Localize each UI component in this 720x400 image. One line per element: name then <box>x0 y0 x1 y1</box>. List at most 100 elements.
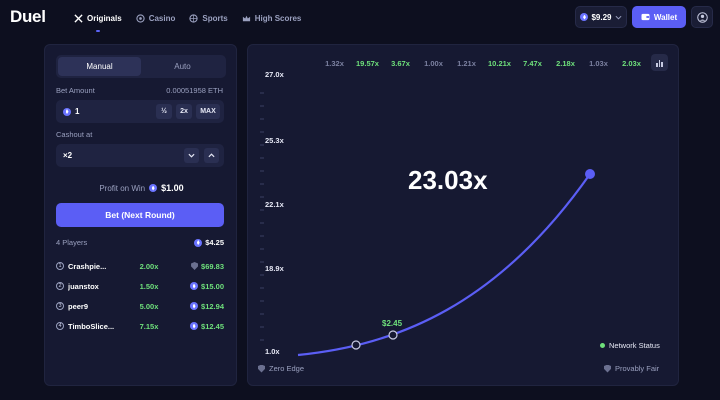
bet-panel: Manual Auto Bet Amount 0.00051958 ETH 1 … <box>44 44 237 386</box>
wallet-label: Wallet <box>653 12 678 22</box>
half-bet-button[interactable]: ½ <box>156 104 172 119</box>
balance-dropdown[interactable]: $9.29 <box>575 6 627 28</box>
brand-logo[interactable]: Duel <box>10 7 46 26</box>
player-win: $12.45 <box>174 322 224 331</box>
history-multiplier: 1.21x <box>457 59 476 68</box>
zero-edge-label: Zero Edge <box>269 364 305 373</box>
eth-icon <box>190 302 199 310</box>
user-menu-button[interactable] <box>691 6 713 28</box>
wallet-button[interactable]: Wallet <box>632 6 686 28</box>
eth-icon <box>63 107 71 116</box>
player-win-value: $12.94 <box>201 301 224 311</box>
multiplier-history: 1.32x 19.57x 3.67x 1.00x 1.21x 10.21x 7.47x 2.1… <box>318 59 648 68</box>
player-multiplier: 7.15x <box>139 321 159 331</box>
player-rank: 2 <box>56 282 64 290</box>
crown-icon <box>242 15 250 21</box>
history-multiplier: 1.03x <box>589 59 608 68</box>
shield-icon <box>191 262 199 270</box>
eth-icon <box>149 184 158 192</box>
player-rank: 1 <box>56 262 64 270</box>
bet-amount-eth: 0.00051958 ETH <box>166 86 223 95</box>
bet-button[interactable]: Bet (Next Round) <box>56 203 224 227</box>
history-multiplier: 7.47x <box>523 59 542 68</box>
player-name: Crashpie... <box>68 261 107 271</box>
bet-amount-input[interactable]: 1 <box>75 107 80 116</box>
network-status-label: Network Status <box>609 341 660 350</box>
y-tick-label: 18.9x <box>265 264 284 273</box>
profit-label: Profit on Win <box>99 183 146 193</box>
cashout-increase-button[interactable] <box>204 148 219 163</box>
player-win-value: $15.00 <box>201 281 224 291</box>
player-row[interactable]: 3 peer9 5.00x $12.94 <box>56 296 224 316</box>
history-multiplier: 2.03x <box>622 59 641 68</box>
profit-on-win: Profit on Win $1.00 <box>45 183 238 193</box>
cashout-input[interactable]: ×2 <box>63 151 73 160</box>
y-axis-ticks <box>260 92 264 341</box>
main-nav: Originals Casino Sports High Scores <box>74 12 302 32</box>
curve-head-dot <box>585 169 595 179</box>
y-tick-label: 22.1x <box>265 200 284 209</box>
player-row[interactable]: 1 Crashpie... 2.00x $69.83 <box>56 256 224 276</box>
nav-originals[interactable]: Originals <box>74 12 122 32</box>
y-tick-label: 27.0x <box>265 70 284 79</box>
bet-amount-field[interactable]: 1 ½ 2x MAX <box>56 100 224 123</box>
player-rank: 3 <box>56 302 64 310</box>
bet-amount-value-wrap: 1 <box>63 107 79 116</box>
player-multiplier: 1.50x <box>139 281 159 291</box>
players-total: $4.25 <box>194 238 224 247</box>
stats-button[interactable] <box>651 54 668 71</box>
player-name: juanstox <box>68 281 99 291</box>
history-multiplier: 2.18x <box>556 59 575 68</box>
player-row[interactable]: 4 TimboSlice... 7.15x $12.45 <box>56 316 224 336</box>
eth-icon <box>190 322 199 330</box>
nav-high-scores-label: High Scores <box>254 13 302 23</box>
double-bet-button[interactable]: 2x <box>176 104 192 119</box>
cashout-decrease-button[interactable] <box>184 148 199 163</box>
history-multiplier: 1.00x <box>424 59 443 68</box>
crash-curve-line <box>297 173 591 357</box>
cashout-marker <box>388 330 398 340</box>
nav-originals-label: Originals <box>87 13 122 23</box>
cashout-marker-label: $2.45 <box>382 319 403 328</box>
y-tick-label: 1.0x <box>265 347 280 356</box>
wallet-icon <box>641 13 650 21</box>
crash-curve-chart <box>260 92 595 357</box>
shield-icon <box>604 364 611 373</box>
nav-sports[interactable]: Sports <box>189 12 228 24</box>
player-name: TimboSlice... <box>68 321 115 331</box>
bar-chart-icon <box>656 63 658 67</box>
eth-icon <box>580 13 589 21</box>
player-win: $12.94 <box>174 302 224 311</box>
nav-casino[interactable]: Casino <box>136 12 176 24</box>
crossed-swords-icon <box>74 13 83 23</box>
tab-manual[interactable]: Manual <box>58 57 141 76</box>
cashout-field[interactable]: ×2 <box>56 144 224 167</box>
max-bet-button[interactable]: MAX <box>196 104 220 119</box>
nav-high-scores[interactable]: High Scores <box>242 12 302 24</box>
player-win: $15.00 <box>174 282 224 291</box>
bet-amount-label: Bet Amount <box>56 86 95 95</box>
player-list: 1 Crashpie... 2.00x $69.83 2 juanstox 1.… <box>56 256 224 336</box>
nav-casino-label: Casino <box>148 13 176 23</box>
status-dot-icon <box>600 343 605 348</box>
shield-icon <box>258 364 265 373</box>
chevron-down-icon <box>188 153 195 158</box>
cashout-label: Cashout at <box>56 130 93 139</box>
provably-fair[interactable]: Provably Fair <box>604 364 659 373</box>
network-status[interactable]: Network Status <box>600 341 660 350</box>
cashout-value-wrap: ×2 <box>63 151 72 160</box>
crash-chart-panel: 1.32x 19.57x 3.67x 1.00x 1.21x 10.21x 7.47x 2.1… <box>247 44 679 386</box>
player-rank: 4 <box>56 322 64 330</box>
zero-edge[interactable]: Zero Edge <box>258 364 304 373</box>
user-icon <box>696 11 708 23</box>
player-row[interactable]: 2 juanstox 1.50x $15.00 <box>56 276 224 296</box>
bar-chart-icon <box>658 60 661 67</box>
players-header: 4 Players $4.25 <box>56 238 224 247</box>
history-multiplier: 10.21x <box>488 59 511 68</box>
history-multiplier: 19.57x <box>356 59 379 68</box>
top-bar: Duel Originals Casino Sports High Scores… <box>0 0 720 36</box>
tab-auto[interactable]: Auto <box>174 62 191 71</box>
players-count: 4 Players <box>56 238 88 247</box>
ball-icon <box>189 13 198 23</box>
mode-toggle: Manual Auto <box>56 55 226 78</box>
